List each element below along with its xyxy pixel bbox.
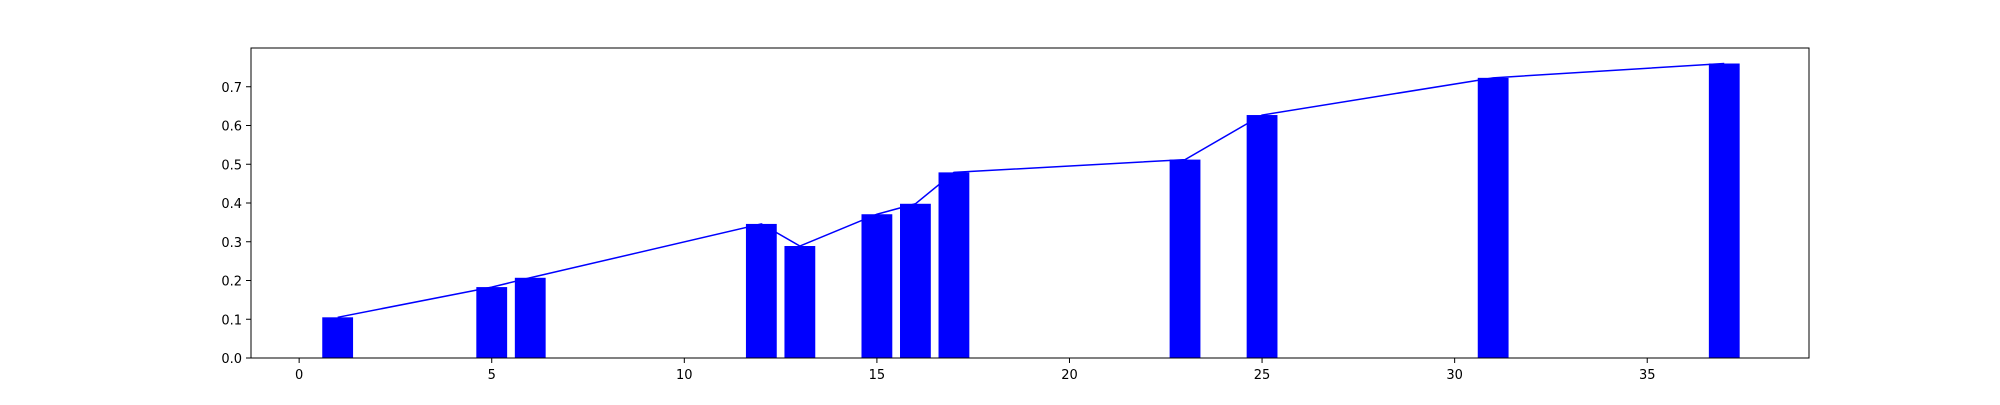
x-tick-label: 20 — [1061, 368, 1078, 383]
bar-6 — [514, 277, 546, 358]
y-tick-label: 0.1 — [221, 313, 242, 328]
bar-31 — [1477, 77, 1509, 359]
y-tick-label: 0.0 — [221, 352, 242, 367]
bar-16 — [900, 203, 931, 358]
y-tick-label: 0.7 — [221, 81, 242, 96]
x-tick-label: 30 — [1446, 368, 1463, 383]
bar-37 — [1708, 63, 1740, 358]
x-tick-label: 25 — [1254, 368, 1271, 383]
axes-layer: 0 5 10 15 20 25 30 35 0.0 0.1 0.2 0.3 0.4 0.5 0.6 0.7 — [221, 47, 1810, 383]
y-tick-label: 0.4 — [221, 197, 242, 212]
bar-12 — [745, 223, 777, 358]
bars-layer — [322, 63, 1740, 359]
x-tick-label: 35 — [1639, 368, 1656, 383]
bar-17 — [938, 172, 970, 358]
bar-1 — [322, 317, 354, 358]
series-line — [337, 62, 1725, 319]
bar-15 — [861, 214, 893, 358]
bar-13 — [784, 246, 816, 358]
bar-25 — [1246, 115, 1278, 358]
bar-23 — [1169, 159, 1201, 358]
y-tick-label: 0.3 — [221, 236, 242, 251]
y-tick-label: 0.6 — [221, 120, 242, 135]
y-tick-label: 0.2 — [221, 275, 242, 290]
x-tick-label: 5 — [488, 368, 496, 383]
y-tick-label: 0.5 — [221, 158, 242, 173]
x-tick-label: 0 — [295, 368, 303, 383]
line-layer — [337, 62, 1725, 319]
x-tick-label: 15 — [869, 368, 886, 383]
bar-5 — [476, 287, 508, 358]
x-tick-label: 10 — [676, 368, 693, 383]
